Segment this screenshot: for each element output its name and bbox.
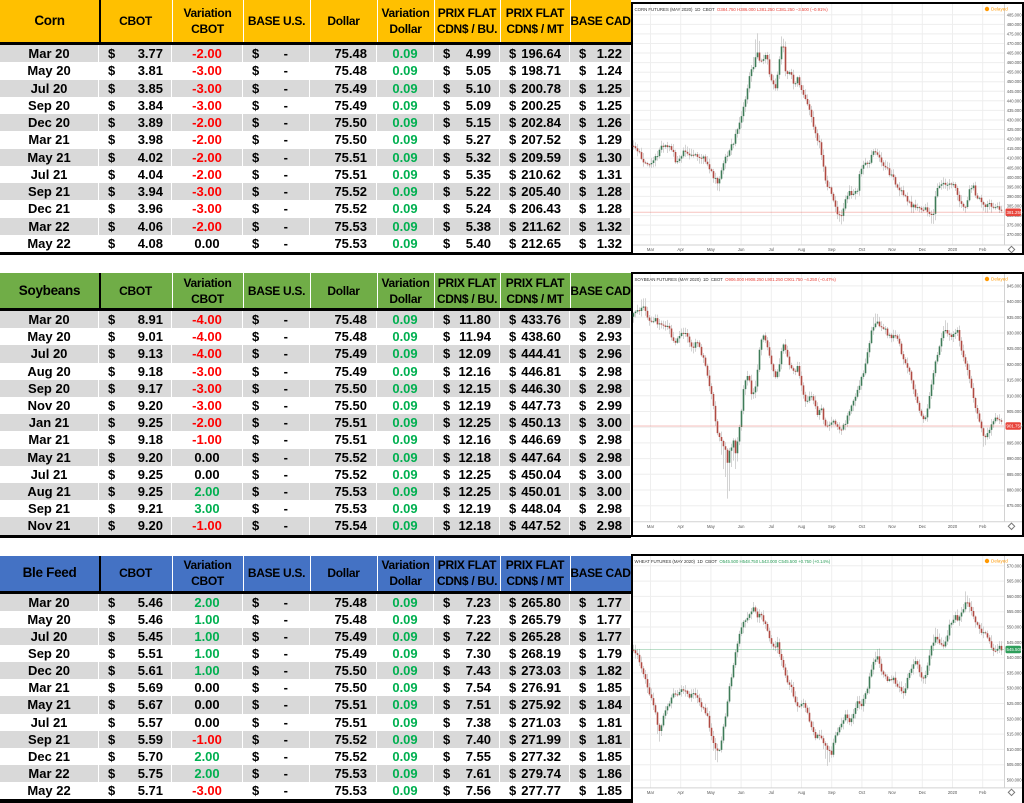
svg-text:Sep: Sep: [828, 524, 836, 529]
svg-text:530.000: 530.000: [1007, 685, 1023, 690]
svg-text:885.000: 885.000: [1007, 472, 1023, 477]
svg-text:545.000: 545.000: [1007, 639, 1023, 644]
svg-text:2020: 2020: [948, 524, 958, 529]
svg-text:395.000: 395.000: [1007, 184, 1023, 189]
svg-text:880.000: 880.000: [1007, 488, 1023, 493]
svg-text:CORN FUTURES (MAY 2020) 1D C: CORN FUTURES (MAY 2020) 1D CBOT O384.750…: [635, 7, 829, 12]
svg-text:545.500: 545.500: [1007, 647, 1023, 652]
svg-text:901.750: 901.750: [1007, 424, 1023, 429]
svg-text:390.000: 390.000: [1007, 194, 1023, 199]
svg-text:460.000: 460.000: [1007, 60, 1023, 65]
svg-text:Jun: Jun: [738, 247, 745, 252]
svg-text:Sep: Sep: [828, 789, 836, 794]
svg-text:565.000: 565.000: [1007, 578, 1023, 583]
svg-text:Oct: Oct: [859, 789, 866, 794]
svg-text:May: May: [707, 247, 716, 252]
svg-text:505.000: 505.000: [1007, 762, 1023, 767]
svg-text:May: May: [707, 524, 716, 529]
svg-text:Mar: Mar: [647, 247, 655, 252]
svg-text:Nov: Nov: [888, 524, 896, 529]
svg-text:445.000: 445.000: [1007, 89, 1023, 94]
svg-text:400.000: 400.000: [1007, 175, 1023, 180]
svg-text:925.000: 925.000: [1007, 346, 1023, 351]
svg-text:Aug: Aug: [798, 524, 806, 529]
svg-text:940.000: 940.000: [1007, 299, 1023, 304]
svg-text:Apr: Apr: [677, 789, 684, 794]
svg-text:WHEAT FUTURES (MAY 2020) 1D: WHEAT FUTURES (MAY 2020) 1D CBOT O545.50…: [635, 559, 831, 564]
svg-text:555.000: 555.000: [1007, 609, 1023, 614]
svg-text:415.000: 415.000: [1007, 146, 1023, 151]
svg-text:905.000: 905.000: [1007, 409, 1023, 414]
svg-text:2020: 2020: [948, 247, 958, 252]
svg-text:Nov: Nov: [888, 247, 896, 252]
svg-text:Jul: Jul: [769, 524, 774, 529]
svg-text:Delayed: Delayed: [991, 558, 1008, 563]
svg-text:420.000: 420.000: [1007, 137, 1023, 142]
svg-text:381.250: 381.250: [1007, 210, 1023, 215]
svg-text:480.000: 480.000: [1007, 22, 1023, 27]
svg-text:Aug: Aug: [798, 789, 806, 794]
svg-text:Mar: Mar: [647, 789, 655, 794]
svg-text:500.000: 500.000: [1007, 777, 1023, 782]
svg-text:540.000: 540.000: [1007, 655, 1023, 660]
svg-text:Sep: Sep: [828, 247, 836, 252]
svg-text:435.000: 435.000: [1007, 108, 1023, 113]
svg-text:515.000: 515.000: [1007, 731, 1023, 736]
svg-text:Jun: Jun: [738, 524, 745, 529]
svg-text:Delayed: Delayed: [991, 7, 1008, 12]
svg-text:930.000: 930.000: [1007, 331, 1023, 336]
svg-text:875.000: 875.000: [1007, 503, 1023, 508]
svg-text:475.000: 475.000: [1007, 31, 1023, 36]
svg-text:935.000: 935.000: [1007, 315, 1023, 320]
svg-text:Dec: Dec: [919, 247, 926, 252]
svg-text:Oct: Oct: [859, 524, 866, 529]
svg-text:410.000: 410.000: [1007, 156, 1023, 161]
svg-text:430.000: 430.000: [1007, 118, 1023, 123]
svg-text:Feb: Feb: [979, 247, 987, 252]
svg-text:Dec: Dec: [919, 789, 926, 794]
svg-text:Feb: Feb: [979, 789, 987, 794]
svg-text:Nov: Nov: [888, 789, 896, 794]
svg-text:525.000: 525.000: [1007, 701, 1023, 706]
svg-text:Apr: Apr: [677, 524, 684, 529]
svg-text:Feb: Feb: [979, 524, 987, 529]
svg-text:895.000: 895.000: [1007, 440, 1023, 445]
svg-text:560.000: 560.000: [1007, 593, 1023, 598]
svg-text:2020: 2020: [948, 789, 958, 794]
svg-text:Dec: Dec: [919, 524, 926, 529]
svg-text:450.000: 450.000: [1007, 79, 1023, 84]
svg-text:570.000: 570.000: [1007, 563, 1023, 568]
svg-text:SOYBEAN FUTURES (MAY 2020) 1D: SOYBEAN FUTURES (MAY 2020) 1D CBOT O906.…: [635, 277, 837, 282]
svg-text:915.000: 915.000: [1007, 378, 1023, 383]
svg-text:Delayed: Delayed: [991, 277, 1008, 282]
svg-text:Mar: Mar: [647, 524, 655, 529]
svg-text:Apr: Apr: [677, 247, 684, 252]
svg-text:510.000: 510.000: [1007, 746, 1023, 751]
svg-text:405.000: 405.000: [1007, 165, 1023, 170]
svg-text:Aug: Aug: [798, 247, 806, 252]
svg-text:485.000: 485.000: [1007, 12, 1023, 17]
svg-text:910.000: 910.000: [1007, 393, 1023, 398]
svg-text:440.000: 440.000: [1007, 98, 1023, 103]
svg-text:535.000: 535.000: [1007, 670, 1023, 675]
svg-text:890.000: 890.000: [1007, 456, 1023, 461]
svg-text:920.000: 920.000: [1007, 362, 1023, 367]
svg-text:Jul: Jul: [769, 789, 774, 794]
svg-text:470.000: 470.000: [1007, 41, 1023, 46]
svg-text:Jul: Jul: [769, 247, 774, 252]
svg-text:455.000: 455.000: [1007, 70, 1023, 75]
svg-text:375.000: 375.000: [1007, 223, 1023, 228]
svg-text:May: May: [707, 789, 716, 794]
svg-text:385.000: 385.000: [1007, 204, 1023, 209]
svg-text:425.000: 425.000: [1007, 127, 1023, 132]
svg-text:520.000: 520.000: [1007, 716, 1023, 721]
svg-text:945.000: 945.000: [1007, 283, 1023, 288]
svg-text:370.000: 370.000: [1007, 232, 1023, 237]
svg-text:465.000: 465.000: [1007, 51, 1023, 56]
svg-text:Oct: Oct: [859, 247, 866, 252]
svg-text:550.000: 550.000: [1007, 624, 1023, 629]
svg-text:Jun: Jun: [738, 789, 745, 794]
